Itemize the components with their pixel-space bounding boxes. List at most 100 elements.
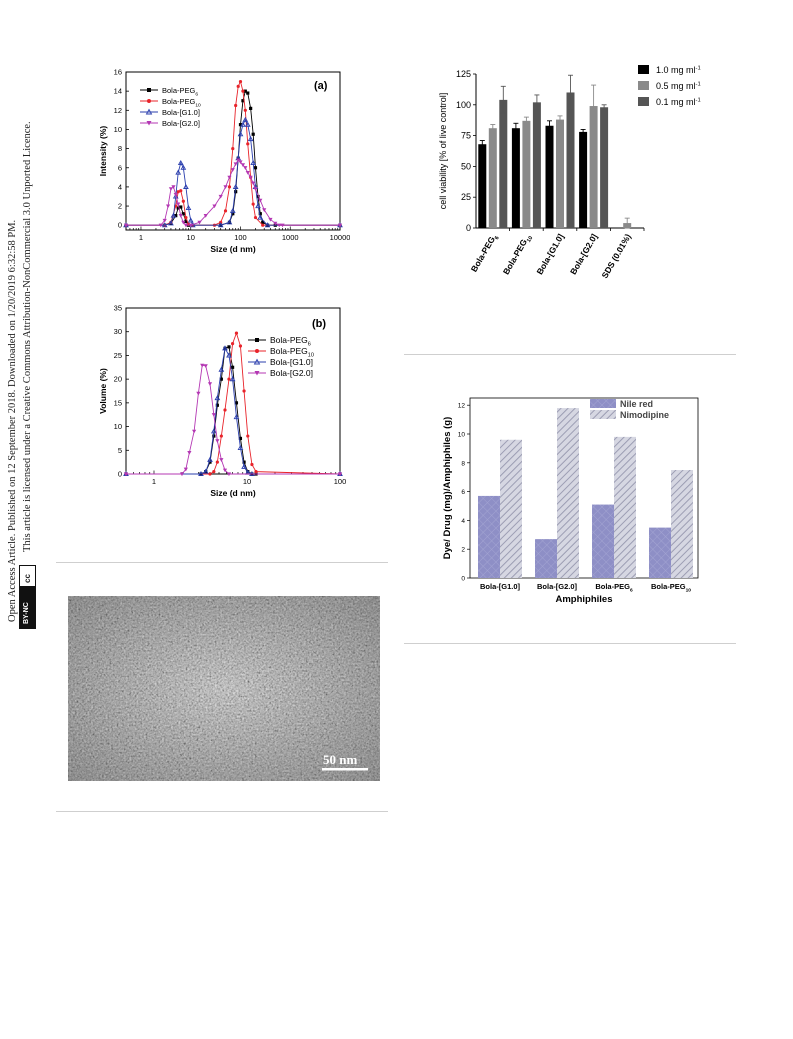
data-point — [242, 116, 249, 122]
bar — [545, 125, 554, 228]
y-tick-label: 100 — [456, 100, 471, 110]
data-point — [243, 89, 247, 93]
x-tick-label: 100 — [334, 477, 347, 486]
data-point — [170, 212, 177, 218]
category-label: Bola-[G2.0] — [537, 582, 578, 591]
bar — [592, 504, 614, 578]
data-point — [240, 121, 246, 127]
category-label: Bola-[G1.0] — [534, 232, 565, 276]
data-point — [188, 223, 193, 228]
data-point — [211, 413, 216, 417]
data-point — [236, 158, 241, 163]
legend-label: Bola-PEG6 — [162, 86, 198, 97]
divider — [404, 643, 736, 644]
y-tick-label: 15 — [114, 398, 122, 407]
data-point — [219, 377, 223, 381]
data-point — [176, 206, 180, 210]
data-point — [179, 472, 185, 477]
data-point — [207, 382, 213, 386]
x-tick-label: 1 — [139, 233, 143, 242]
data-point — [219, 434, 223, 438]
data-point — [243, 108, 247, 112]
data-point — [185, 204, 192, 211]
data-point — [247, 136, 254, 142]
data-point — [227, 175, 232, 180]
data-point — [223, 408, 227, 412]
data-point — [146, 121, 152, 126]
x-tick-label: 10 — [243, 477, 251, 486]
plot-frame — [125, 307, 341, 475]
data-point — [214, 395, 221, 401]
data-point — [177, 159, 184, 166]
data-point — [145, 108, 153, 115]
bar — [511, 128, 520, 228]
data-point — [241, 89, 245, 93]
data-point — [183, 183, 189, 189]
bar — [557, 408, 579, 578]
data-point — [253, 166, 258, 170]
bar — [649, 527, 671, 578]
data-point — [226, 472, 232, 477]
category-label: Bola-[G1.0] — [480, 582, 521, 591]
data-point — [245, 170, 250, 175]
bar — [614, 436, 636, 578]
y-tick-label: 14 — [114, 87, 122, 96]
legend-label: 1.0 mg ml-1 — [656, 65, 701, 75]
data-point — [210, 428, 217, 434]
data-point — [207, 456, 213, 462]
data-point — [179, 205, 183, 209]
bar — [600, 107, 609, 228]
data-point — [233, 414, 240, 420]
y-tick-label: 4 — [118, 182, 122, 191]
legend-swatch — [590, 410, 616, 419]
y-tick-label: 12 — [458, 403, 466, 410]
y-tick-label: 50 — [461, 161, 471, 171]
y-tick-label: 8 — [461, 460, 465, 467]
y-tick-label: 4 — [461, 518, 465, 525]
y-tick-label: 10 — [114, 422, 122, 431]
data-point — [227, 377, 231, 381]
data-point — [168, 220, 174, 226]
bar — [532, 102, 541, 228]
notice-line-1: Open Access Article. Published on 12 Sep… — [7, 219, 18, 622]
data-point — [208, 460, 212, 464]
data-point — [196, 391, 201, 396]
category-label: Bola-PEG10 — [651, 582, 691, 593]
data-point — [251, 132, 255, 136]
y-tick-label: 0 — [118, 470, 122, 479]
data-point — [181, 199, 185, 203]
legend-label: Nile red — [620, 399, 653, 409]
data-point — [234, 401, 239, 405]
data-point — [227, 345, 231, 349]
x-axis-label: Size (d nm) — [210, 488, 256, 498]
data-point — [172, 193, 179, 199]
data-point — [257, 214, 264, 220]
data-point — [222, 468, 228, 473]
open-access-notice: Open Access Article. Published on 12 Sep… — [0, 0, 40, 1039]
y-tick-label: 25 — [114, 351, 122, 360]
panel-label: (a) — [314, 80, 328, 92]
bar — [488, 128, 497, 228]
data-point — [223, 185, 228, 190]
data-point — [251, 181, 256, 186]
bar — [579, 131, 588, 228]
category-label: SDS (0.01%) — [599, 232, 633, 280]
data-point — [181, 212, 185, 216]
data-point — [176, 190, 180, 194]
data-point — [244, 121, 251, 127]
data-point — [258, 198, 263, 203]
panel-label: (b) — [312, 318, 326, 330]
y-tick-label: 8 — [118, 144, 122, 153]
cc-license-badge[interactable]: BY-NC cc — [19, 565, 36, 629]
data-point — [227, 185, 232, 189]
y-tick-label: 0 — [118, 221, 122, 230]
y-axis-label: Volume (%) — [98, 368, 108, 414]
bar — [671, 470, 693, 578]
data-point — [183, 467, 188, 472]
data-point — [192, 429, 197, 434]
data-point — [277, 223, 282, 228]
dls-volume-chart: 0 5 10 15 20 25 30 35 1 10 100 Size (d nm) Volume (%… — [98, 304, 347, 499]
data-point — [238, 123, 243, 127]
data-point — [178, 214, 183, 218]
data-point — [212, 434, 216, 438]
